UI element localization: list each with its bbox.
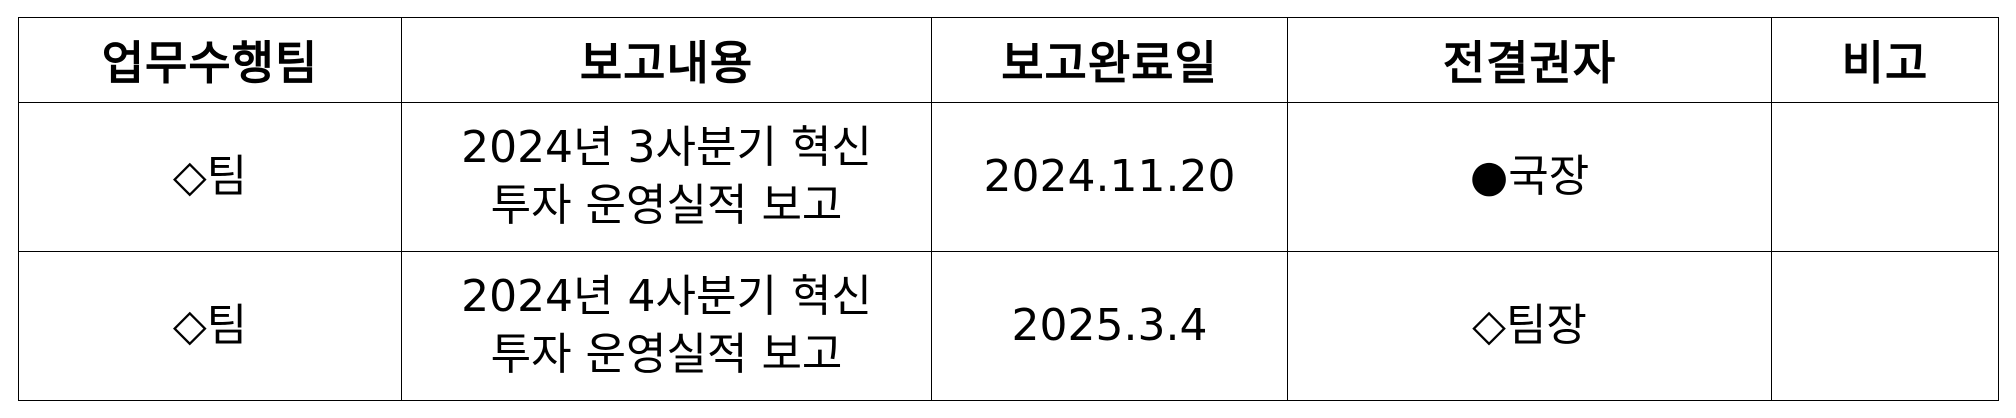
header-report-content: 보고내용 — [401, 17, 932, 103]
header-completion-date: 보고완료일 — [931, 17, 1288, 103]
completion-date-cell: 2025.3.4 — [931, 251, 1288, 401]
filled-circle-icon: ● — [1469, 151, 1509, 202]
approver-cell: ◇팀장 — [1287, 251, 1772, 401]
report-content-cell: 2024년 3사분기 혁신 투자 운영실적 보고 — [401, 102, 932, 252]
table-row: ◇팀 2024년 3사분기 혁신 투자 운영실적 보고 2024.11.20 ●… — [18, 102, 1999, 252]
header-approver: 전결권자 — [1287, 17, 1772, 103]
report-content-line: 투자 운영실적 보고 — [490, 180, 843, 231]
table-row: ◇팀 2024년 4사분기 혁신 투자 운영실적 보고 2025.3.4 ◇팀장 — [18, 251, 1999, 401]
header-team: 업무수행팀 — [18, 17, 402, 103]
team-cell: ◇팀 — [18, 251, 402, 401]
diamond-outline-icon: ◇ — [1472, 300, 1506, 351]
approver-cell: ●국장 — [1287, 102, 1772, 252]
approver-name: 국장 — [1508, 151, 1590, 202]
report-content-line: 2024년 4사분기 혁신 — [461, 271, 872, 322]
remarks-cell — [1771, 251, 1999, 401]
approver-name: 팀장 — [1505, 300, 1587, 351]
report-content-line: 투자 운영실적 보고 — [490, 329, 843, 380]
report-content-line: 2024년 3사분기 혁신 — [461, 122, 872, 173]
report-table: 업무수행팀 보고내용 보고완료일 전결권자 비고 ◇팀 2024년 3사분기 혁… — [18, 17, 1999, 401]
team-cell: ◇팀 — [18, 102, 402, 252]
table-header-row: 업무수행팀 보고내용 보고완료일 전결권자 비고 — [18, 17, 1999, 103]
remarks-cell — [1771, 102, 1999, 252]
header-remarks: 비고 — [1771, 17, 1999, 103]
completion-date-cell: 2024.11.20 — [931, 102, 1288, 252]
report-content-cell: 2024년 4사분기 혁신 투자 운영실적 보고 — [401, 251, 932, 401]
